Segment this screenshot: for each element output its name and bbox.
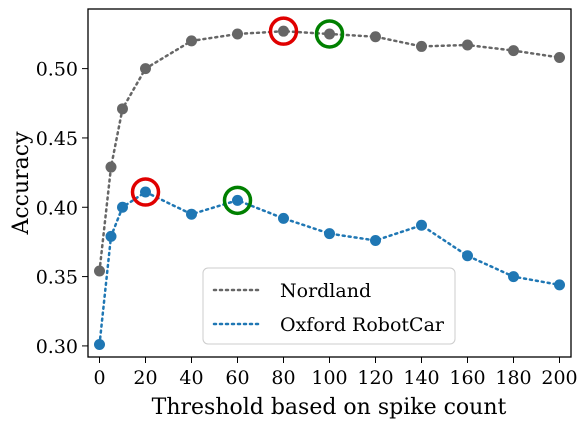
highlight-ring (268, 16, 299, 46)
x-tick-label: 180 (495, 367, 531, 389)
data-point-nordland (186, 35, 197, 47)
y-tick-label: 0.50 (36, 59, 78, 81)
x-tick-label: 100 (311, 367, 347, 389)
data-point-nordland (554, 52, 565, 64)
legend-label-oxford: Oxford RobotCar (280, 314, 445, 336)
data-point-nordland (105, 161, 117, 173)
data-point-oxford-robotcar (186, 208, 197, 220)
x-axis-label: Threshold based on spike count (152, 395, 507, 420)
axes-layer: 0 20 40 60 80 100 120 140 160 180 200 0.30 0.35 0.40 0… (36, 59, 578, 389)
data-point-oxford-robotcar (554, 279, 565, 291)
legend: Nordland Oxford RobotCar (202, 267, 456, 345)
x-tick-label: 160 (449, 367, 485, 389)
data-point-nordland (140, 63, 151, 75)
data-point-oxford-robotcar (140, 186, 151, 198)
y-axis-label: Accuracy (9, 131, 34, 236)
data-point-oxford-robotcar (105, 230, 117, 242)
x-tick-label: 200 (541, 367, 577, 389)
highlight-ring (222, 185, 253, 216)
y-tick-label: 0.45 (36, 128, 78, 150)
x-tick-label: 80 (271, 367, 295, 389)
data-point-oxford-robotcar (462, 250, 473, 262)
plot-layer (94, 16, 565, 351)
x-tick-label: 20 (133, 367, 157, 389)
legend-box (202, 267, 456, 345)
x-tick-label: 0 (93, 367, 105, 389)
data-point-nordland (117, 103, 128, 115)
x-tick-label: 60 (225, 367, 249, 389)
data-point-nordland (278, 25, 289, 37)
highlight-ring (130, 177, 161, 207)
y-tick-label: 0.35 (36, 267, 78, 289)
x-tick-label: 40 (179, 367, 203, 389)
data-point-nordland (324, 28, 335, 40)
data-point-nordland (416, 40, 427, 52)
y-tick-label: 0.40 (36, 197, 78, 219)
highlight-ring (314, 19, 345, 49)
legend-label-nordland: Nordland (280, 280, 371, 302)
data-point-oxford-robotcar (94, 339, 105, 351)
data-point-nordland (232, 28, 243, 40)
data-point-oxford-robotcar (508, 271, 519, 283)
data-point-oxford-robotcar (324, 228, 335, 240)
data-point-nordland (508, 45, 519, 57)
data-point-oxford-robotcar (370, 235, 381, 247)
data-point-nordland (94, 265, 105, 277)
data-point-oxford-robotcar (416, 219, 427, 231)
data-point-oxford-robotcar (278, 212, 289, 224)
y-tick-label: 0.30 (36, 336, 78, 358)
data-point-nordland (370, 31, 381, 43)
data-point-oxford-robotcar (117, 201, 128, 213)
x-tick-label: 140 (403, 367, 439, 389)
data-point-nordland (462, 39, 473, 51)
data-point-oxford-robotcar (232, 194, 243, 206)
x-tick-label: 120 (357, 367, 393, 389)
